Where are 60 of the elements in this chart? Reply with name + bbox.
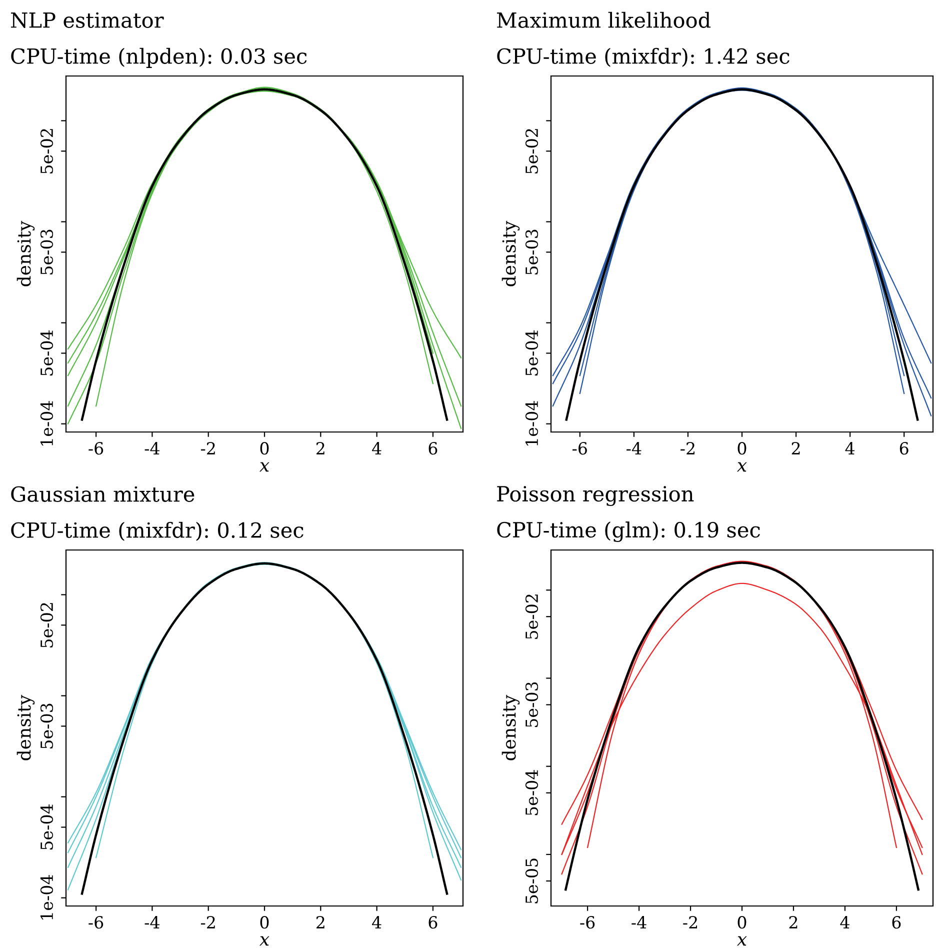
x-tick-label: 0 (738, 442, 746, 455)
y-tick-label: 5e-05 (525, 858, 538, 904)
x-tick-label: 6 (900, 442, 908, 455)
x-tick-label: 0 (260, 442, 269, 455)
x-tick-label: -2 (680, 442, 694, 454)
y-tick-label: 1e-04 (525, 401, 538, 446)
y-tick-label: 1e-04 (40, 401, 54, 446)
x-axis-title: x (736, 936, 747, 946)
y-tick-label: 5e-04 (525, 330, 538, 376)
chart-subtitle: CPU-time (glm): 0.19 sec (497, 522, 760, 542)
x-tick-label: -4 (632, 916, 646, 928)
x-tick-label: 2 (792, 442, 800, 454)
x-tick-label: 4 (845, 442, 855, 454)
chart-title: Poisson regression (497, 486, 694, 506)
y-tick-label: 5e-03 (525, 682, 538, 727)
y-axis-title: density (502, 220, 520, 286)
y-tick-label: 5e-03 (525, 230, 538, 274)
x-tick-label: 2 (789, 916, 798, 928)
y-tick-label: 5e-04 (525, 770, 538, 816)
chart-subtitle: CPU-time (mixfdr): 0.12 sec (11, 522, 304, 541)
x-tick-label: 6 (892, 916, 901, 929)
y-tick-label: 1e-04 (40, 875, 54, 920)
x-tick-label: 4 (372, 442, 382, 454)
chart-subtitle: CPU-time (nlpden): 0.03 sec (11, 48, 307, 68)
y-axis-title: density (502, 694, 520, 760)
y-tick-label: 5e-04 (40, 804, 54, 850)
chart-title: Maximum likelihood (497, 12, 711, 28)
x-tick-label: 4 (372, 916, 382, 928)
x-axis-title: x (259, 936, 270, 946)
x-tick-label: 4 (840, 916, 850, 928)
y-tick-label: 5e-03 (40, 704, 54, 748)
x-tick-label: -6 (88, 916, 104, 929)
y-tick-label: 5e-02 (525, 594, 538, 639)
x-tick-label: 6 (428, 916, 438, 929)
x-tick-label: 2 (316, 442, 324, 454)
y-tick-label: 5e-02 (40, 603, 54, 648)
x-tick-label: -6 (580, 916, 595, 929)
chart-title: NLP estimator (11, 12, 164, 28)
x-tick-label: -4 (144, 916, 160, 928)
x-tick-label: -2 (200, 442, 215, 454)
y-tick-label: 5e-04 (40, 330, 54, 376)
x-tick-label: -2 (200, 916, 215, 928)
x-tick-label: 2 (316, 916, 324, 928)
y-tick-label: 5e-03 (40, 230, 54, 274)
chart-subtitle: CPU-time (mixfdr): 1.42 sec (497, 48, 790, 67)
y-axis-title: density (16, 220, 35, 286)
y-tick-label: 5e-02 (525, 129, 538, 174)
x-tick-label: -6 (572, 442, 587, 455)
chart-title: Gaussian mixture (11, 486, 194, 502)
x-axis-title: x (736, 462, 747, 472)
x-tick-label: -4 (626, 442, 642, 454)
x-tick-label: 0 (738, 916, 746, 929)
y-axis-title: density (16, 694, 35, 760)
x-axis-title: x (259, 462, 270, 472)
x-tick-label: -4 (144, 442, 160, 454)
y-tick-label: 5e-02 (40, 129, 54, 174)
x-tick-label: -2 (683, 916, 697, 928)
x-tick-label: -6 (88, 442, 104, 455)
x-tick-label: 0 (260, 916, 269, 929)
x-tick-label: 6 (428, 442, 438, 455)
